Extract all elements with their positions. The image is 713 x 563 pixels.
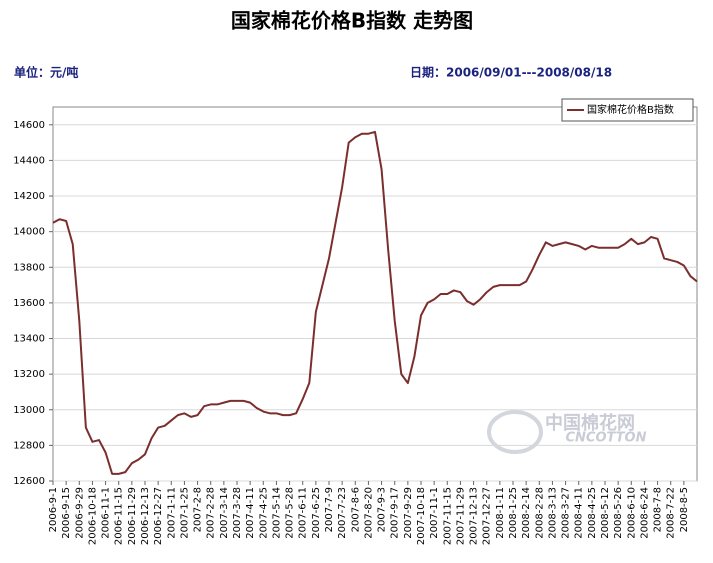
x-tick-label: 2007-7-23 [337, 487, 348, 539]
x-tick-label: 2007-5-14 [271, 487, 282, 539]
y-tick-label: 14000 [13, 227, 45, 238]
x-tick-label: 2007-3-14 [219, 487, 230, 539]
x-tick-label: 2008-3-27 [561, 487, 572, 539]
watermark: 中国棉花网 [545, 412, 635, 434]
y-tick-label: 12600 [13, 476, 45, 487]
x-tick-label: 2006-10-18 [87, 487, 98, 545]
x-tick-label: 2007-9-29 [403, 487, 414, 539]
series-line [52, 130, 698, 475]
legend-label: 国家棉花价格B指数 [587, 103, 674, 116]
x-tick-label: 2006-11-15 [114, 487, 125, 545]
x-tick-label: 2007-11-1 [429, 487, 440, 539]
x-tick-label: 2008-4-25 [587, 487, 598, 539]
x-tick-label: 2006-9-15 [61, 487, 72, 539]
y-tick-label: 14600 [13, 120, 45, 131]
date-label: 日期：2006/09/01---2008/08/18 [410, 65, 612, 80]
x-tick-label: 2007-6-25 [311, 487, 322, 539]
y-tick-label: 13600 [13, 298, 45, 309]
y-tick-label: 12800 [13, 440, 45, 451]
unit-label: 单位：元/吨 [14, 65, 78, 80]
x-tick-label: 2008-3-13 [547, 487, 558, 539]
x-tick-label: 2007-6-11 [298, 487, 309, 539]
x-tick-label: 2007-11-29 [455, 487, 466, 545]
x-tick-label: 2008-2-28 [534, 487, 545, 539]
x-tick-label: 2007-12-27 [482, 487, 493, 545]
x-tick-label: 2006-11-1 [101, 487, 112, 539]
legend-box [561, 98, 694, 122]
x-tick-label: 2007-4-25 [258, 487, 269, 539]
x-tick-label: 2007-9-17 [390, 487, 401, 539]
x-tick-label: 2008-2-14 [521, 487, 532, 539]
x-tick-label: 2007-3-28 [232, 487, 243, 539]
x-tick-label: 2008-5-26 [613, 487, 624, 539]
x-tick-label: 2007-12-13 [469, 487, 480, 545]
x-tick-label: 2007-2-8 [193, 487, 204, 532]
x-tick-label: 2008-8-5 [679, 487, 690, 532]
x-tick-label: 2006-12-27 [153, 487, 164, 545]
x-tick-label: 2006-9-29 [74, 487, 85, 539]
x-tick-label: 2008-6-10 [626, 487, 637, 539]
x-tick-label: 2008-5-12 [600, 487, 611, 539]
x-tick-label: 2007-7-9 [324, 487, 335, 532]
x-tick-label: 2006-9-1 [48, 487, 59, 532]
x-tick-label: 2007-4-11 [245, 487, 256, 539]
y-tick-label: 13800 [13, 262, 45, 273]
chart-title: 国家棉花价格B指数 走势图 [231, 9, 473, 33]
x-tick-label: 2008-6-24 [639, 487, 650, 539]
x-tick-label: 2007-1-25 [179, 487, 190, 539]
y-tick-label: 14400 [13, 155, 45, 166]
x-tick-label: 2008-4-11 [574, 487, 585, 539]
x-tick-label: 2008-7-8 [653, 487, 664, 532]
x-tick-label: 2007-8-6 [350, 487, 361, 532]
y-tick-label: 14200 [13, 191, 45, 202]
watermark: CNCOTTON [566, 431, 647, 446]
x-tick-label: 2006-11-29 [127, 487, 138, 545]
x-tick-label: 2008-1-11 [495, 487, 506, 539]
watermark-logo [487, 410, 543, 454]
x-tick-label: 2007-5-28 [285, 487, 296, 539]
x-tick-label: 2007-2-28 [206, 487, 217, 539]
x-tick-label: 2007-11-15 [442, 487, 453, 545]
x-tick-label: 2007-8-20 [363, 487, 374, 539]
y-tick-label: 13400 [13, 334, 45, 345]
x-tick-label: 2008-1-25 [508, 487, 519, 539]
x-tick-label: 2006-12-13 [140, 487, 151, 545]
y-tick-label: 13000 [13, 405, 45, 416]
y-tick-label: 13200 [13, 369, 45, 380]
x-tick-label: 2007-1-11 [166, 487, 177, 539]
x-tick-label: 2008-7-22 [666, 487, 677, 539]
x-tick-label: 2007-9-3 [377, 487, 388, 532]
x-tick-label: 2007-10-18 [416, 487, 427, 545]
